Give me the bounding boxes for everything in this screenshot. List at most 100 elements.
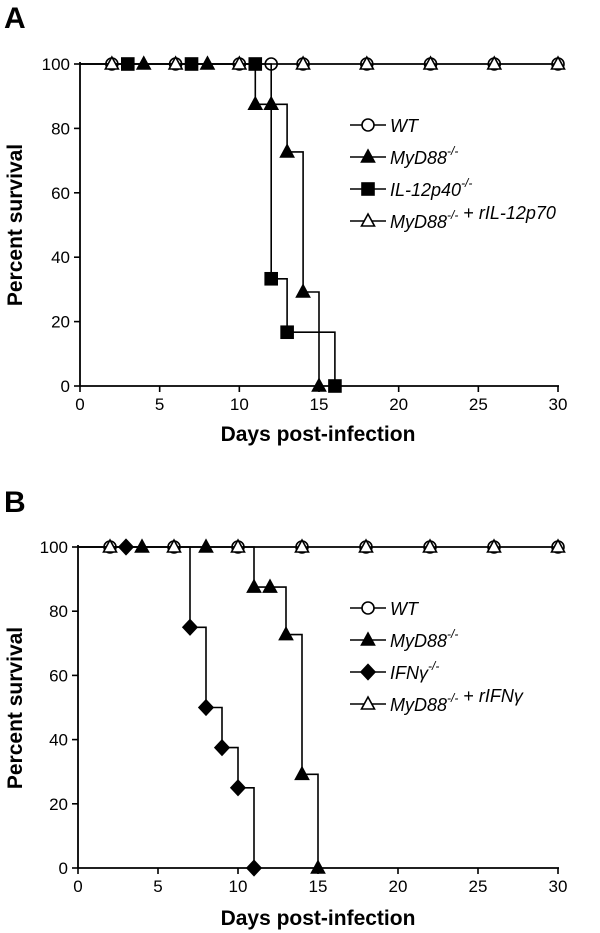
data-point: [231, 55, 248, 70]
x-tick-label-a: 30: [549, 395, 568, 414]
legend-marker: [360, 148, 376, 163]
series-a-1: [80, 55, 327, 392]
data-point: [199, 55, 216, 70]
y-tick-label-b: 80: [49, 602, 68, 621]
legend-marker: [360, 631, 376, 646]
legend-label: MyD88-/- + rIL-12p70: [390, 203, 556, 232]
data-point: [294, 538, 310, 553]
y-tick-label-a: 20: [51, 313, 70, 332]
legend-item-b-3: MyD88-/- + rIFNγ: [350, 686, 524, 715]
y-axis-label-b: Percent survival: [4, 627, 27, 789]
series-a-3: [80, 55, 566, 70]
data-point: [422, 55, 439, 70]
x-tick-label-a: 20: [389, 395, 408, 414]
data-point: [280, 325, 294, 340]
legend-item-a-1: MyD88-/-: [350, 144, 458, 168]
data-point: [550, 55, 566, 70]
legend-marker: [361, 118, 375, 132]
x-tick-label-a: 15: [310, 395, 329, 414]
data-point: [278, 625, 294, 641]
legend-marker: [359, 663, 377, 681]
data-point: [134, 538, 150, 553]
legend-label: WT: [390, 599, 420, 619]
data-point: [422, 538, 438, 553]
legend-label: MyD88-/-: [390, 144, 458, 168]
x-tick-label-a: 0: [75, 395, 84, 414]
data-point: [135, 55, 152, 70]
data-point: [550, 538, 566, 553]
data-point: [295, 283, 311, 298]
data-point: [262, 578, 278, 593]
x-tick-label-b: 0: [73, 877, 82, 896]
y-tick-label-a: 40: [51, 248, 70, 267]
y-tick-label-b: 100: [40, 538, 68, 557]
legend-item-a-2: IL-12p40-/-: [350, 176, 472, 200]
y-tick-label-a: 60: [51, 184, 70, 203]
data-point: [166, 538, 182, 553]
legend-item-b-2: IFNγ-/-: [350, 659, 439, 683]
legend-marker: [361, 601, 375, 615]
x-tick-label-b: 5: [153, 877, 162, 896]
series-b-3: [78, 538, 566, 553]
y-tick-label-a: 0: [61, 377, 70, 396]
x-tick-label-b: 10: [229, 877, 248, 896]
x-tick-label-b: 20: [389, 877, 408, 896]
x-axis-label-b: Days post-infection: [221, 907, 416, 930]
legend-item-a-0: WT: [350, 116, 420, 136]
legend-marker: [360, 212, 376, 227]
x-axis-label-a: Days post-infection: [221, 423, 416, 446]
x-tick-label-a: 5: [155, 395, 164, 414]
survival-curve: [80, 63, 336, 386]
data-point: [197, 698, 215, 717]
data-point: [247, 95, 264, 111]
legend-marker: [360, 695, 376, 710]
y-tick-label-b: 40: [49, 731, 68, 750]
data-point: [213, 738, 231, 757]
data-point: [264, 271, 279, 286]
data-point: [295, 55, 311, 70]
data-point: [358, 538, 374, 553]
legend-item-b-1: MyD88-/-: [350, 627, 458, 651]
data-point: [104, 55, 120, 70]
x-tick-label-a: 10: [230, 395, 249, 414]
panel-letter-a: A: [4, 2, 26, 35]
data-point: [102, 538, 118, 553]
data-point: [311, 377, 327, 392]
y-tick-label-b: 20: [49, 795, 68, 814]
legend-label: IL-12p40-/-: [390, 176, 472, 200]
data-point: [229, 779, 247, 797]
data-point: [279, 143, 295, 158]
series-b-1: [78, 538, 326, 874]
data-point: [167, 55, 184, 70]
legend-item-b-0: WT: [350, 599, 420, 619]
data-point: [294, 765, 310, 781]
data-point: [198, 538, 214, 553]
panel-b: B Percent survival Days post-infection 0…: [4, 486, 567, 930]
legend-label: IFNγ-/-: [390, 659, 439, 683]
data-point: [246, 578, 262, 593]
panel-a: A Percent survival Days post-infection 0…: [4, 2, 567, 446]
data-point: [328, 379, 342, 393]
legend-label: MyD88-/-: [390, 627, 458, 651]
legend-label: WT: [390, 116, 420, 136]
y-tick-label-a: 100: [42, 55, 70, 74]
x-tick-label-b: 25: [469, 877, 488, 896]
legend-marker: [361, 182, 375, 196]
series-a-2: [80, 57, 342, 393]
data-point: [486, 538, 502, 553]
x-tick-label-b: 15: [309, 877, 328, 896]
survival-curve: [78, 546, 255, 868]
y-tick-label-b: 0: [59, 859, 68, 878]
data-point: [181, 618, 199, 636]
data-point: [230, 538, 246, 553]
data-point: [245, 859, 263, 877]
y-tick-label-a: 80: [51, 119, 70, 138]
x-tick-label-b: 30: [549, 877, 568, 896]
y-tick-label-b: 60: [49, 666, 68, 685]
data-point: [358, 55, 375, 70]
y-axis-label-a: Percent survival: [4, 144, 27, 306]
panel-letter-b: B: [4, 486, 26, 519]
x-tick-label-a: 25: [469, 395, 488, 414]
legend-label: MyD88-/- + rIFNγ: [390, 686, 524, 715]
